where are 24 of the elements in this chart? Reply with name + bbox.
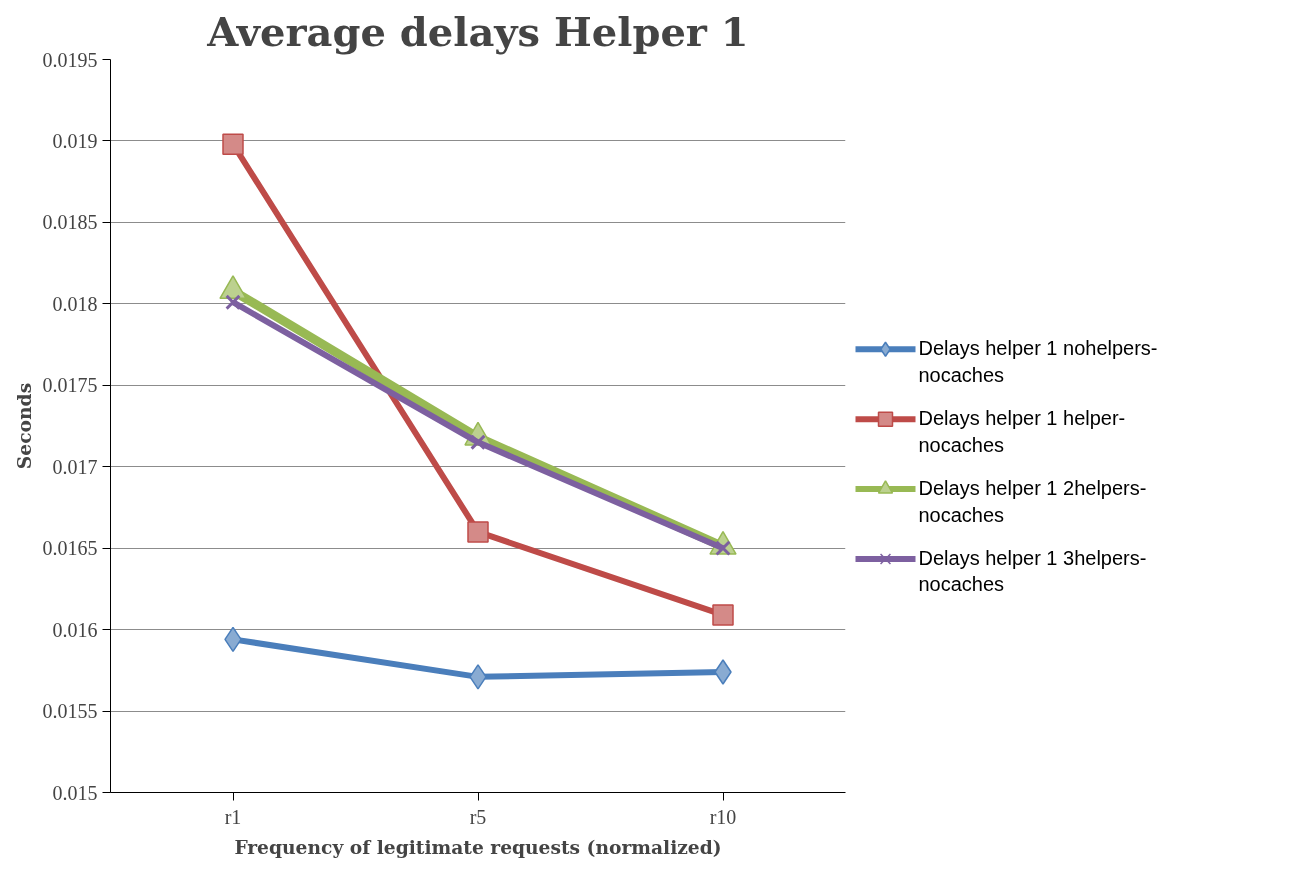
y-tick-label: 0.015 [52,781,98,804]
point [225,294,241,311]
y-tick-label: 0.0165 [42,537,98,560]
y-tick-label: 0.018 [52,292,98,315]
y-tick-label: 0.0155 [42,700,98,723]
x-tick-label: r5 [469,805,487,828]
point [467,521,489,543]
y-tick-label: 0.016 [52,618,98,641]
point [712,604,734,626]
x-tick-label: r1 [224,805,242,828]
y-tick-label: 0.0175 [42,374,98,397]
y-tick-label: 0.019 [52,129,98,152]
y-axis-title: Seconds [12,382,35,470]
legend-label: Delays helper 1 2helpers-nocaches [918,477,1147,526]
x-tick-label: r10 [709,805,737,828]
y-tick-label: 0.0185 [42,211,98,234]
y-tick-label: 0.0195 [42,48,98,71]
x-axis-title: Frequency of legitimate requests (normalized) [234,835,722,858]
chart-title: Average delays Helper 1 [206,7,749,55]
y-tick-label: 0.017 [52,455,98,478]
legend-label: Delays helper 1 helper-nocaches [918,407,1126,456]
point [222,133,244,155]
legend-label: Delays helper 1 nohelpers-nocaches [918,337,1158,386]
legend-label: Delays helper 1 3helpers-nocaches [918,547,1147,596]
